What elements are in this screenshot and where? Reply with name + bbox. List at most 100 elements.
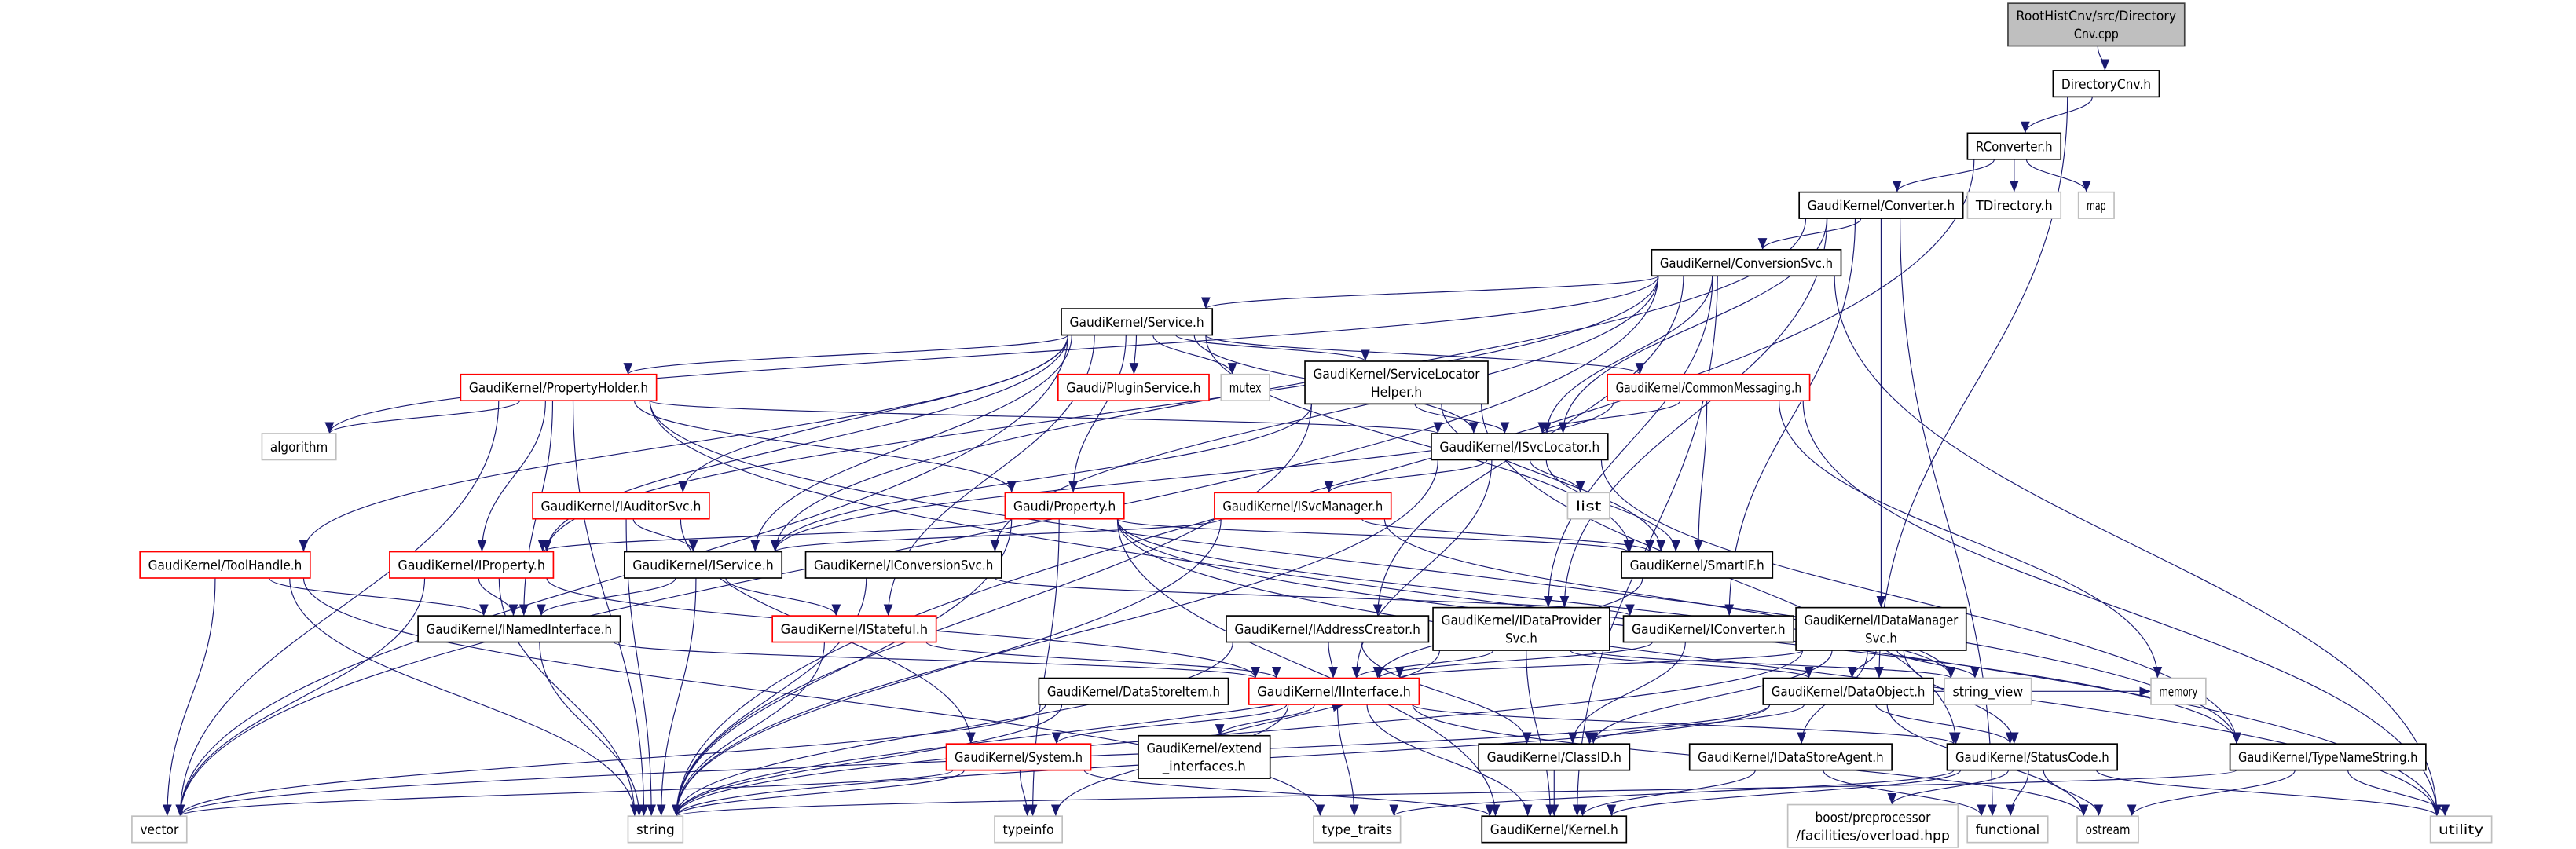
node-kernel[interactable]: GaudiKernel/Kernel.h: [1481, 815, 1628, 844]
node-boost[interactable]: boost/preprocessor/facilities/overload.h…: [1786, 803, 1959, 848]
node-convsvc[interactable]: GaudiKernel/ConversionSvc.h: [1651, 248, 1842, 277]
node-dataobject[interactable]: GaudiKernel/DataObject.h: [1762, 677, 1934, 705]
node-string[interactable]: string: [627, 815, 684, 844]
node-label: GaudiKernel/DataStoreItem.h: [1047, 684, 1220, 700]
edge-convsvc-to-utility: [1834, 276, 2442, 817]
node-typenamestring[interactable]: GaudiKernel/TypeNameString.h: [2229, 743, 2427, 771]
edge-property-to-utility: [1116, 518, 2442, 817]
edge-propholder-to-typenamestring: [649, 401, 2241, 745]
edge-dataobject-to-statuscode: [1875, 704, 2015, 745]
edge-converter-to-iservice: [771, 218, 1807, 552]
edge-iproperty-to-vector: [175, 577, 426, 817]
edge-isvcmanager-to-iservice: [771, 518, 1222, 553]
node-tdirectory[interactable]: TDirectory.h: [1966, 191, 2062, 219]
node-isvclocator[interactable]: GaudiKernel/ISvcLocator.h: [1431, 433, 1609, 461]
node-pluginsvc[interactable]: Gaudi/PluginService.h: [1057, 373, 1210, 402]
node-iaddrcreator[interactable]: GaudiKernel/IAddressCreator.h: [1226, 615, 1430, 643]
node-label: typeinfo: [1002, 822, 1053, 837]
edge-iinterface-to-type_traits: [1336, 704, 1359, 817]
node-map[interactable]: map: [2077, 191, 2115, 219]
node-label: Cnv.cpp: [2074, 26, 2119, 42]
node-memory[interactable]: memory: [2150, 677, 2207, 705]
edge-toolhandle-to-vector: [163, 577, 216, 817]
node-iinterface[interactable]: GaudiKernel/IInterface.h: [1248, 677, 1420, 705]
node-iservice[interactable]: GaudiKernel/IService.h: [624, 551, 783, 579]
node-label: GaudiKernel/IDataStoreAgent.h: [1698, 749, 1884, 765]
node-system[interactable]: GaudiKernel/System.h: [945, 743, 1092, 771]
node-idatastoreagent[interactable]: GaudiKernel/IDataStoreAgent.h: [1688, 743, 1893, 771]
node-box: [2429, 815, 2493, 844]
edge-service-to-commonmsg: [1205, 335, 1645, 375]
node-idatamgr[interactable]: GaudiKernel/IDataManager Svc.h: [1795, 606, 1967, 651]
edge-propholder-to-iproperty: [477, 401, 546, 552]
edge-system-to-typeinfo: [1019, 770, 1032, 817]
edge-isvcmanager-to-string: [672, 518, 1222, 817]
node-label: GaudiKernel/Service.h: [1069, 314, 1204, 330]
edge-statuscode-to-boost: [1887, 770, 2009, 805]
node-inamed[interactable]: GaudiKernel/INamedInterface.h: [417, 615, 621, 643]
edge-slhelper-to-smartif: [1441, 404, 1666, 552]
edge-commonmsg-to-iservice: [771, 401, 1615, 552]
edge-idatamgr-to-dataobject: [1847, 650, 1877, 679]
node-iconvsvc[interactable]: GaudiKernel/IConversionSvc.h: [804, 551, 1002, 579]
edge-service-to-toolhandle: [299, 335, 1068, 552]
node-functional[interactable]: functional: [1966, 815, 2049, 844]
node-label: GaudiKernel/ToolHandle.h: [148, 558, 302, 573]
node-converter[interactable]: GaudiKernel/Converter.h: [1798, 191, 1964, 219]
edge-iservice-to-inamed: [537, 577, 676, 617]
node-label: Helper.h: [1371, 384, 1422, 400]
edge-iauditorsvc-to-iservice: [632, 518, 698, 552]
edge-iconverter-to-classid: [1568, 642, 1686, 745]
node-property[interactable]: Gaudi/Property.h: [1004, 492, 1125, 520]
node-box: [1220, 373, 1270, 402]
edge-slhelper-to-string: [672, 404, 1312, 817]
node-vector[interactable]: vector: [131, 815, 188, 844]
node-slhelper[interactable]: GaudiKernel/ServiceLocator Helper.h: [1304, 360, 1489, 405]
node-dircnv[interactable]: DirectoryCnv.h: [2052, 70, 2160, 98]
node-extend[interactable]: GaudiKernel/extend _interfaces.h: [1138, 734, 1271, 779]
node-box: [1688, 743, 1893, 771]
node-root[interactable]: RootHistCnv/src/Directory Cnv.cpp: [2007, 2, 2186, 47]
node-classid[interactable]: GaudiKernel/ClassID.h: [1478, 743, 1631, 771]
node-label: GaudiKernel/IStateful.h: [781, 621, 929, 637]
node-iproperty[interactable]: GaudiKernel/IProperty.h: [389, 551, 555, 579]
node-string_view[interactable]: string_view: [1944, 677, 2032, 705]
node-label: GaudiKernel/SmartIF.h: [1630, 558, 1764, 573]
node-box: [1214, 492, 1392, 520]
node-iconverter[interactable]: GaudiKernel/IConverter.h: [1622, 615, 1795, 643]
node-idataprov[interactable]: GaudiKernel/IDataProvider Svc.h: [1432, 606, 1610, 651]
node-utility[interactable]: utility: [2429, 815, 2493, 844]
node-istateful[interactable]: GaudiKernel/IStateful.h: [771, 615, 937, 643]
node-typeinfo[interactable]: typeinfo: [994, 815, 1064, 844]
node-ostream[interactable]: ostream: [2076, 815, 2139, 844]
node-rconv[interactable]: RConverter.h: [1966, 132, 2062, 160]
node-box: [1651, 248, 1842, 277]
edge-statuscode-to-kernel: [1607, 770, 1962, 817]
edge-inamed-to-iinterface: [613, 642, 1260, 679]
node-mutex[interactable]: mutex: [1220, 373, 1270, 402]
node-propholder[interactable]: GaudiKernel/PropertyHolder.h: [460, 373, 658, 402]
node-commonmsg[interactable]: GaudiKernel/CommonMessaging.h: [1607, 373, 1811, 402]
node-toolhandle[interactable]: GaudiKernel/ToolHandle.h: [139, 551, 311, 579]
node-service[interactable]: GaudiKernel/Service.h: [1061, 308, 1214, 336]
node-box: [1607, 373, 1811, 402]
node-statuscode[interactable]: GaudiKernel/StatusCode.h: [1946, 743, 2118, 771]
node-label: GaudiKernel/IDataProvider: [1442, 613, 1602, 628]
node-label: GaudiKernel/ServiceLocator: [1313, 366, 1479, 382]
edge-iinterface-to-statuscode: [1412, 704, 1959, 745]
node-iauditorsvc[interactable]: GaudiKernel/IAuditorSvc.h: [532, 492, 710, 520]
edge-statuscode-to-utility: [2096, 770, 2442, 817]
node-list[interactable]: list: [1566, 492, 1610, 520]
node-isvcmanager[interactable]: GaudiKernel/ISvcManager.h: [1214, 492, 1392, 520]
edge-istateful-to-string: [672, 642, 826, 817]
edge-property-to-typeinfo: [1028, 518, 1060, 817]
node-smartif[interactable]: GaudiKernel/SmartIF.h: [1621, 551, 1774, 579]
node-type_traits[interactable]: type_traits: [1313, 815, 1402, 844]
node-algorithm[interactable]: algorithm: [261, 433, 337, 461]
edge-idataprov-to-string_view: [1590, 650, 1955, 679]
node-label: string_view: [1952, 684, 2023, 701]
node-box: [1057, 373, 1210, 402]
edge-iinterface-to-system: [1052, 704, 1288, 745]
node-datastoreitem[interactable]: GaudiKernel/DataStoreItem.h: [1038, 677, 1229, 705]
edge-iinterface-to-extend: [1215, 704, 1315, 736]
